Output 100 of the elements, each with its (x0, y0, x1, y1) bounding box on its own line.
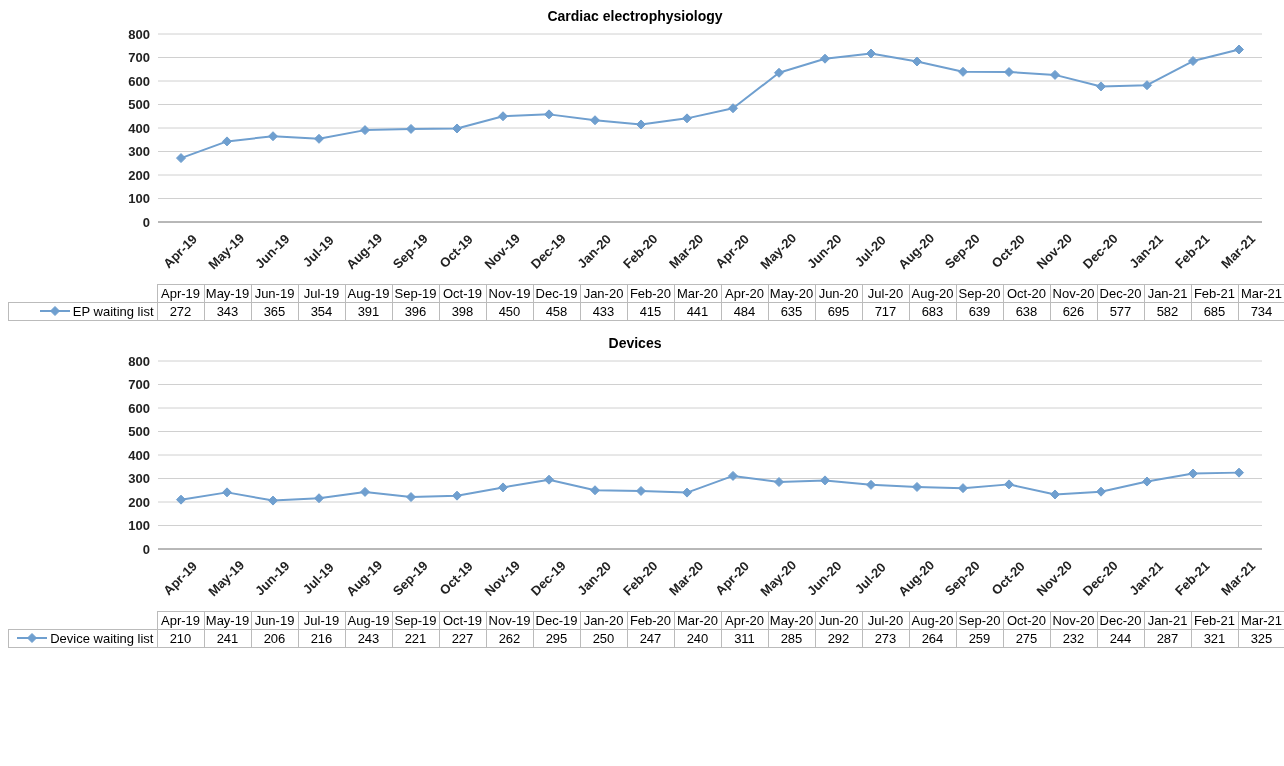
data-label: 285 (768, 629, 815, 648)
data-label: 354 (298, 302, 345, 321)
category-label: Sep-19 (394, 286, 437, 301)
y-tick-label: 200 (128, 167, 150, 183)
point (406, 123, 416, 134)
data-label: 582 (1144, 302, 1191, 321)
point (544, 474, 554, 485)
category-label: Nov-19 (488, 286, 531, 301)
category-label: May-19 (205, 613, 250, 628)
y-tick-label: 0 (142, 541, 150, 557)
category-label: Nov-20 (1052, 286, 1095, 301)
point (1234, 44, 1244, 55)
point (1050, 69, 1060, 80)
legend-label: Device waiting list (8, 629, 157, 648)
point (360, 125, 370, 136)
point (544, 109, 554, 120)
data-label: 262 (486, 629, 533, 648)
point (912, 481, 922, 492)
category-label: Jul-20 (867, 613, 904, 628)
category-label: Apr-19 (160, 286, 201, 301)
category-label: Oct-20 (1006, 286, 1046, 301)
data-label: 695 (815, 302, 862, 321)
category-label: Jan-21 (1147, 613, 1188, 628)
data-label: 683 (909, 302, 956, 321)
data-label: 396 (392, 302, 439, 321)
category-label: Mar-21 (1240, 286, 1283, 301)
y-tick-label: 800 (128, 353, 150, 369)
chart-title: Devices (607, 335, 663, 353)
point (1004, 67, 1014, 78)
point (958, 66, 968, 77)
category-label: Aug-19 (347, 286, 390, 301)
data-label: 259 (956, 629, 1003, 648)
category-label: Jan-20 (583, 613, 624, 628)
point (406, 492, 416, 503)
data-label: 250 (580, 629, 627, 648)
point (222, 487, 232, 498)
category-label: Nov-19 (488, 613, 531, 628)
category-label: May-20 (769, 613, 814, 628)
category-label: Jul-19 (303, 286, 340, 301)
legend-label: EP waiting list (8, 302, 157, 321)
data-label: 734 (1238, 302, 1284, 321)
data-label: 365 (251, 302, 298, 321)
data-label: 264 (909, 629, 956, 648)
category-label: Oct-19 (442, 613, 482, 628)
category-label: Apr-20 (724, 613, 765, 628)
point (452, 490, 462, 501)
data-label: 638 (1003, 302, 1050, 321)
data-label: 287 (1144, 629, 1191, 648)
point (268, 495, 278, 506)
data-label: 484 (721, 302, 768, 321)
category-label: Mar-20 (676, 286, 719, 301)
category-label: Apr-20 (724, 286, 765, 301)
category-label: Nov-20 (1052, 613, 1095, 628)
data-label: 433 (580, 302, 627, 321)
point (222, 136, 232, 147)
y-tick-label: 300 (128, 144, 150, 160)
data-label: 227 (439, 629, 486, 648)
y-tick-label: 400 (128, 447, 150, 463)
category-label: Jul-19 (303, 613, 340, 628)
data-label: 321 (1191, 629, 1238, 648)
point (774, 67, 784, 78)
y-tick-label: 700 (128, 377, 150, 393)
point (820, 475, 830, 486)
point (1096, 81, 1106, 92)
data-label: 450 (486, 302, 533, 321)
point (314, 133, 324, 144)
data-label: 415 (627, 302, 674, 321)
data-label: 441 (674, 302, 721, 321)
data-label: 272 (157, 302, 204, 321)
category-label: Dec-19 (535, 286, 578, 301)
y-tick-label: 200 (128, 494, 150, 510)
category-label: Sep-20 (958, 613, 1001, 628)
category-label: Feb-21 (1193, 286, 1236, 301)
data-label: 240 (674, 629, 721, 648)
point (636, 119, 646, 130)
point (452, 123, 462, 134)
data-label: 458 (533, 302, 580, 321)
category-label: Oct-19 (442, 286, 482, 301)
point (498, 482, 508, 493)
data-label: 243 (345, 629, 392, 648)
category-label: Oct-20 (1006, 613, 1046, 628)
point (1142, 476, 1152, 487)
data-label: 273 (862, 629, 909, 648)
data-label: 244 (1097, 629, 1144, 648)
point (268, 131, 278, 142)
point (590, 115, 600, 126)
category-label: Apr-19 (160, 613, 201, 628)
data-label: 292 (815, 629, 862, 648)
point (176, 494, 186, 505)
data-label: 295 (533, 629, 580, 648)
point (912, 56, 922, 67)
point (1004, 479, 1014, 490)
category-label: Dec-19 (535, 613, 578, 628)
data-label: 210 (157, 629, 204, 648)
y-tick-label: 400 (128, 120, 150, 136)
point (682, 487, 692, 498)
category-label: Jan-21 (1147, 286, 1188, 301)
point (1142, 80, 1152, 91)
category-label: Aug-20 (911, 613, 954, 628)
y-tick-label: 500 (128, 424, 150, 440)
